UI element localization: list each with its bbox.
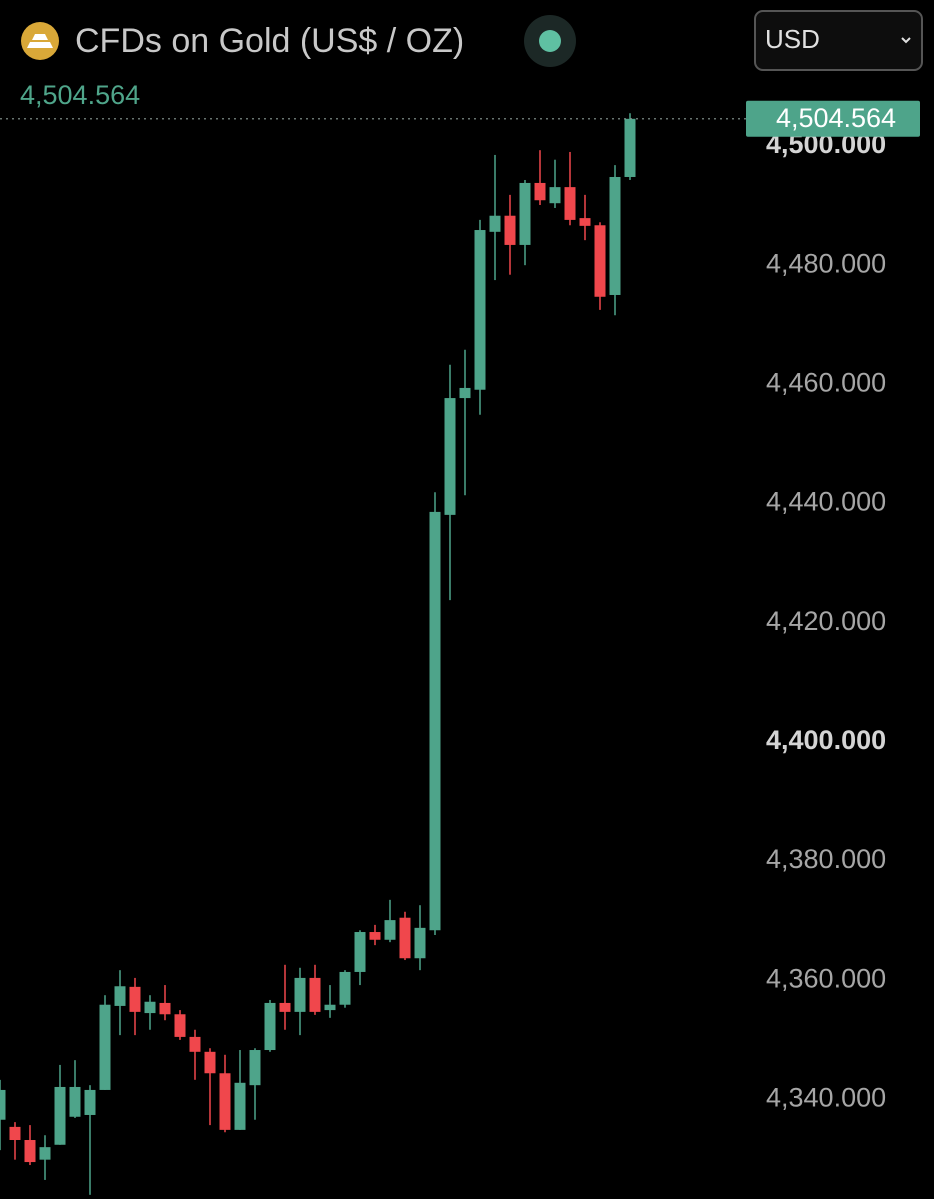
y-tick-label: 4,340.000 — [766, 1083, 886, 1113]
gold-bars — [27, 34, 53, 48]
y-tick-label: 4,420.000 — [766, 606, 886, 636]
candle-body — [114, 986, 126, 1006]
y-tick-label: 4,440.000 — [766, 487, 886, 517]
candle-body — [354, 932, 366, 972]
chevron[interactable] — [901, 37, 911, 44]
candle-body — [294, 977, 306, 1012]
gold-icon — [21, 22, 59, 60]
candle-body — [474, 230, 486, 390]
y-tick-label: 4,460.000 — [766, 367, 886, 397]
candle-body — [234, 1082, 246, 1130]
candle-body — [399, 917, 411, 959]
candle-body — [204, 1051, 216, 1074]
candle-body — [219, 1073, 231, 1130]
status-dot — [539, 30, 561, 52]
candle-body — [339, 971, 351, 1005]
currency-label[interactable]: USD — [765, 24, 820, 54]
y-tick-label: 4,380.000 — [766, 844, 886, 874]
y-tick-label: 4,480.000 — [766, 248, 886, 278]
candle-body — [384, 920, 396, 940]
candle-body — [414, 927, 426, 959]
candle-body — [39, 1147, 51, 1160]
candle-body — [549, 187, 561, 204]
candle-body — [99, 1004, 111, 1090]
y-tick-label: 4,400.000 — [766, 725, 886, 755]
candle-body — [519, 182, 531, 245]
candle-body — [129, 986, 141, 1012]
header: CFDs on Gold (US$ / OZ) USD 4,504.564 — [20, 10, 923, 110]
candle-body — [24, 1140, 36, 1163]
last-price-tag — [746, 100, 920, 137]
candle-body — [174, 1014, 186, 1037]
candle-body — [9, 1126, 21, 1141]
candle-body — [249, 1050, 261, 1086]
header-price: 4,504.564 — [20, 80, 140, 110]
candle-body — [84, 1089, 96, 1115]
candle-body — [54, 1086, 66, 1145]
candle-body — [264, 1002, 276, 1051]
currency-select[interactable] — [754, 10, 923, 71]
plot: 4,340.000 4,360.000 4,380.000 4,400.000 4,42… — [0, 100, 920, 1195]
candle-body — [624, 118, 636, 177]
candle-body — [0, 1089, 6, 1120]
candle-body — [279, 1002, 291, 1012]
candle-body — [159, 1002, 171, 1015]
candle-body — [459, 387, 471, 399]
instrument-title: CFDs on Gold (US$ / OZ) — [75, 22, 464, 60]
candle-body — [504, 215, 516, 245]
candle-body — [189, 1036, 201, 1052]
candle-body — [309, 977, 321, 1012]
candle-body — [564, 187, 576, 220]
candle-body — [489, 215, 501, 232]
candle-body — [369, 932, 381, 940]
candle-body — [69, 1086, 81, 1117]
candle-body — [579, 218, 591, 226]
candle-body — [534, 182, 546, 201]
y-tick-label: 4,360.000 — [766, 963, 886, 993]
last-price-label: 4,504.564 — [776, 103, 896, 133]
candle-body — [594, 225, 606, 297]
candle-body — [609, 176, 621, 295]
candle-body — [429, 511, 441, 931]
candle-body — [324, 1004, 336, 1011]
candle-body — [444, 398, 456, 515]
candle-body — [144, 1001, 156, 1014]
